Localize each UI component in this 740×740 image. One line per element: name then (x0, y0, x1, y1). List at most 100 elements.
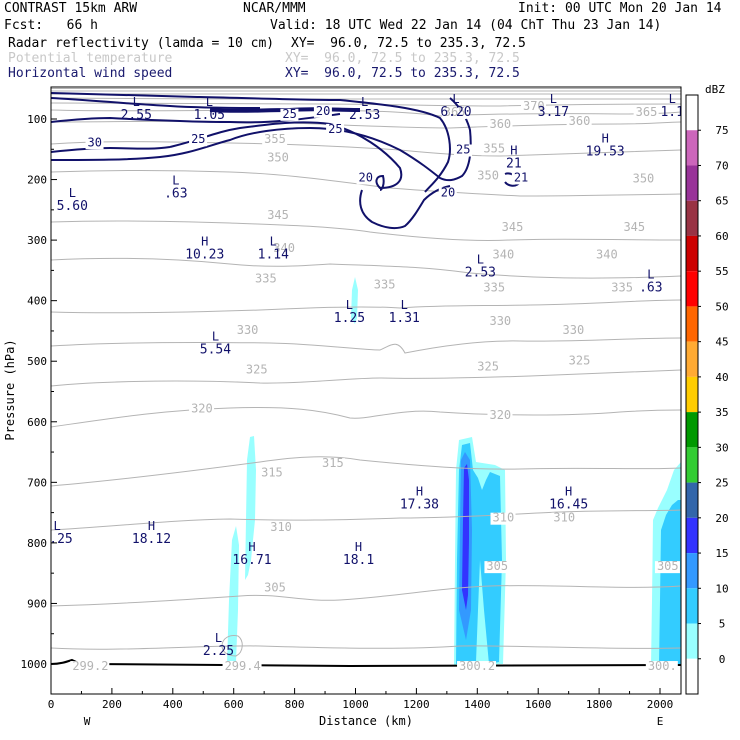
wind-label-bg (280, 108, 299, 121)
theta-label: 315 (322, 456, 344, 470)
theta-label: 335 (255, 272, 277, 286)
wind-min-marker: L (452, 92, 459, 106)
isentrope-local-loop (221, 635, 243, 657)
forecast-hour: Fcst: 66 h (4, 18, 98, 33)
y-tick-label: 600 (27, 416, 47, 429)
reflectivity-cell-east-edge-10dbz (659, 500, 681, 664)
wind-speed-label: 20 (316, 104, 330, 118)
colorbar-level-label: 10 (715, 582, 728, 595)
x-axis-label: Distance (km) (319, 714, 413, 728)
colorbar-frame (685, 94, 699, 695)
theta-label: 365 (636, 105, 658, 119)
reflectivity-cell-1400km-20dbz (462, 464, 469, 610)
wind-speed-label: 20 (359, 170, 373, 184)
valid-time: Valid: 18 UTC Wed 22 Jan 14 (04 ChT Thu … (270, 18, 662, 33)
theta-labels: 299.2 299.4 300.2 300. 305 305 305 310 310 310 315… (70, 99, 680, 674)
wind-max-marker: H (510, 143, 517, 157)
colorbar-level-label: 50 (715, 300, 728, 313)
theta-label-bg (566, 116, 592, 129)
wind-speed-label: 25 (456, 143, 470, 157)
terrain-line (51, 658, 681, 667)
theta-label: 340 (493, 247, 515, 261)
wind-min-marker: L (669, 92, 676, 106)
theta-label-bg (481, 282, 507, 295)
theta-label: 330 (563, 323, 585, 337)
wind-label-bg (313, 105, 332, 118)
colorbar-level-label: 40 (715, 371, 728, 384)
colorbar-level-label: 15 (715, 547, 728, 560)
theta-label: 345 (267, 208, 289, 222)
isentrope-365 (51, 109, 681, 117)
wind-extremum-value: 2.25 (203, 644, 234, 659)
colorbar-level-label: 45 (715, 336, 728, 349)
isentrope-310 (51, 509, 681, 531)
theta-label-bg (499, 222, 525, 235)
wind-extremum-value: 1.31 (389, 311, 420, 326)
reflectivity-cell-600km (227, 526, 239, 665)
isentrope-340 (51, 257, 681, 279)
theta-label-bg (271, 243, 297, 256)
theta-label: 350 (267, 150, 289, 164)
field-name-reflectivity: Radar reflectivity (lamda = 10 cm) (8, 36, 275, 51)
theta-label: 360 (569, 114, 591, 128)
wind-extremum-value: .63 (164, 187, 187, 202)
wind-extremum-value: 2.55 (121, 108, 152, 123)
reflectivity-cell-1010km (351, 277, 358, 324)
wind-extremum-value: 19.53 (586, 144, 625, 159)
wind-min-marker: L (550, 92, 557, 106)
wind-max-marker: H (148, 519, 155, 533)
extrema-labels: L2.55L1.05L2.53L6.20L3.17L1.1H19.53H21L5… (51, 92, 681, 659)
theta-label-bg (490, 512, 516, 525)
theta-label-bg (457, 661, 497, 674)
y-axis-label: Pressure (hPa) (3, 339, 17, 440)
isentrope-350 (51, 170, 681, 197)
wind-extremum-value: 1.05 (194, 108, 225, 123)
isentrope-305 (51, 585, 681, 607)
wind-min-marker: L (346, 298, 353, 312)
theta-label: 335 (611, 281, 633, 295)
x-tick-label: 1400 (464, 698, 491, 711)
wind-extremum-value: 5.60 (57, 199, 88, 214)
x-tick-label: 1200 (403, 698, 430, 711)
colorbar-swatch (686, 482, 698, 518)
theta-label: 325 (246, 362, 268, 376)
field-xy-wind: XY= 96.0, 72.5 to 235.3, 72.5 (285, 66, 520, 81)
theta-label-bg (487, 409, 513, 422)
y-tick-label: 800 (27, 537, 47, 550)
theta-label-bg (441, 106, 467, 119)
theta-label: 355 (483, 141, 505, 155)
theta-label-bg (234, 324, 260, 337)
wind-speed-label: 25 (191, 132, 205, 146)
isentrope-300 (51, 645, 681, 650)
theta-label-bg (253, 273, 279, 286)
theta-label-bg (490, 249, 516, 262)
wind-extremum-value: 6.20 (440, 105, 471, 120)
isentrope-315 (51, 456, 681, 487)
wind-min-marker: L (477, 252, 484, 266)
theta-label-bg (645, 661, 678, 674)
wind-min-marker: L (133, 95, 140, 109)
theta-label: 300.2 (459, 659, 495, 673)
colorbar-swatch (686, 412, 698, 448)
y-tick-label: 700 (27, 476, 47, 489)
wind-min-marker: L (212, 329, 219, 343)
theta-label: 330 (489, 314, 511, 328)
isotach-20-base (359, 185, 451, 230)
theta-label: 340 (273, 241, 295, 255)
theta-label: 350 (633, 172, 655, 186)
theta-label: 330 (237, 323, 259, 337)
isentrope-355 (51, 141, 681, 157)
theta-label: 325 (569, 353, 591, 367)
x-tick-label: 1600 (525, 698, 552, 711)
colorbar-level-label: 55 (715, 265, 728, 278)
colorbar-level-label: 25 (715, 477, 728, 490)
theta-label-bg (189, 403, 215, 416)
wind-speed-label: 30 (88, 135, 102, 149)
wind-label-bg (326, 123, 345, 136)
x-tick-label: 800 (285, 698, 305, 711)
theta-label: 360 (489, 117, 511, 131)
theta-label-bg (265, 209, 291, 222)
theta-label: 345 (502, 220, 524, 234)
wind-min-marker: L (69, 186, 76, 200)
wind-extremum-value: 3.17 (538, 105, 569, 120)
